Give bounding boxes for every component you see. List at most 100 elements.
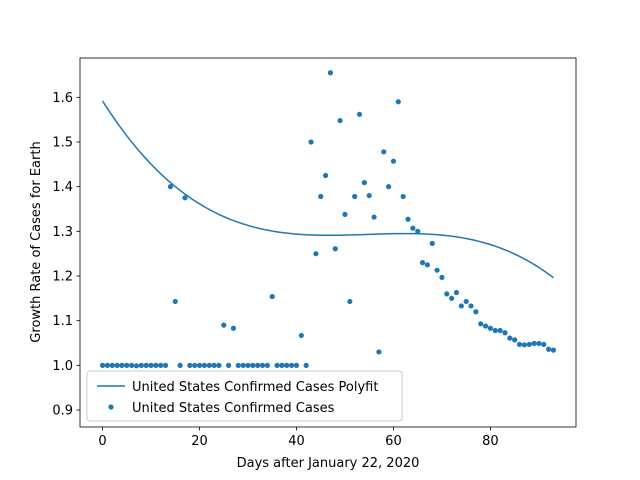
scatter-point	[187, 362, 193, 368]
scatter-point	[119, 362, 125, 368]
scatter-point	[541, 341, 547, 347]
scatter-point	[366, 192, 372, 199]
scatter-point	[405, 216, 411, 222]
x-axis-label: Days after January 22, 2020	[237, 456, 420, 471]
scatter-point	[182, 195, 188, 201]
y-tick-label: 1.2	[52, 270, 73, 285]
scatter-point	[279, 362, 285, 368]
scatter-point	[289, 362, 295, 368]
scatter-point	[478, 321, 484, 327]
scatter-point	[104, 362, 110, 368]
scatter-point	[449, 295, 455, 301]
scatter-point	[410, 225, 416, 231]
scatter-point	[264, 362, 270, 368]
legend-label-polyfit: United States Confirmed Cases Polyfit	[132, 380, 378, 395]
scatter-point	[424, 262, 430, 268]
legend-box	[86, 370, 403, 422]
scatter-point	[114, 362, 120, 368]
scatter-point	[361, 180, 367, 186]
x-tick-label: 40	[288, 434, 305, 449]
x-tick-label: 60	[385, 434, 402, 449]
scatter-point	[138, 362, 144, 368]
scatter-point	[386, 184, 392, 190]
scatter-point	[458, 303, 464, 309]
scatter-point	[148, 362, 154, 368]
scatter-point	[322, 172, 329, 179]
scatter-point	[531, 340, 537, 347]
axes-frame	[79, 57, 577, 428]
axes-layer: 0 20 40 60 80 0.9 1.0 1.1 1.2 1.3 1.4 1.5 1.6	[52, 57, 577, 449]
x-tick-label: 80	[482, 434, 499, 449]
scatter-point	[226, 362, 232, 368]
y-tick-label: 1.6	[52, 91, 73, 106]
scatter-point	[371, 214, 377, 220]
y-tick-label: 1.0	[52, 359, 73, 374]
y-tick-label: 1.1	[52, 314, 73, 329]
scatter-point	[497, 327, 503, 334]
scatter-point	[274, 362, 280, 368]
scatter-point	[177, 362, 183, 368]
scatter-point	[230, 325, 237, 331]
scatter-point	[521, 342, 527, 348]
scatter-point	[376, 349, 382, 355]
scatter-point	[255, 362, 261, 368]
scatter-point	[158, 362, 164, 368]
x-tick-label: 20	[191, 434, 208, 449]
scatter-point	[240, 362, 246, 368]
y-tick-label: 0.9	[52, 404, 73, 419]
scatter-point	[153, 362, 159, 368]
scatter-point	[269, 293, 275, 300]
scatter-point	[216, 362, 222, 368]
legend-point-swatch	[108, 404, 114, 410]
scatter-point	[415, 228, 421, 234]
x-tick-label: 0	[98, 434, 106, 449]
scatter-point	[356, 111, 363, 117]
scatter-point	[167, 184, 174, 190]
scatter-point	[337, 117, 343, 124]
scatter-point	[143, 362, 149, 368]
scatter-point	[327, 70, 334, 76]
scatter-point	[434, 267, 440, 273]
scatter-point	[429, 240, 435, 246]
scatter-point	[507, 335, 513, 341]
legend: United States Confirmed Cases Polyfit Uni…	[86, 370, 403, 422]
series-layer	[99, 70, 557, 369]
scatter-point	[250, 362, 256, 368]
scatter-point	[172, 298, 178, 305]
scatter-point	[318, 193, 324, 200]
y-axis-label: Growth Rate of Cases for Earth	[29, 141, 44, 342]
scatter-point	[313, 251, 319, 257]
scatter-point	[492, 327, 498, 334]
scatter-point	[468, 303, 474, 309]
scatter-point	[284, 362, 290, 368]
scatter-point	[99, 362, 106, 368]
scatter-point	[352, 193, 358, 200]
scatter-point	[473, 309, 479, 315]
y-tick-label: 1.3	[52, 225, 73, 240]
scatter-point	[512, 337, 518, 343]
scatter-point	[347, 298, 353, 305]
scatter-point	[221, 322, 227, 328]
scatter-point	[546, 346, 552, 352]
scatter-point	[303, 362, 309, 368]
scatter-point	[381, 149, 387, 155]
scatter-point	[206, 362, 212, 368]
scatter-point	[293, 362, 300, 368]
scatter-point	[482, 323, 489, 329]
scatter-point	[419, 260, 426, 266]
y-tick-label: 1.4	[52, 180, 73, 195]
polyfit-line	[101, 100, 554, 279]
scatter-point	[235, 362, 241, 368]
scatter-point	[516, 341, 523, 347]
y-tick-label: 1.5	[52, 135, 73, 150]
scatter-point	[444, 291, 450, 297]
scatter-point	[502, 330, 508, 336]
scatter-point	[133, 363, 140, 369]
scatter-point	[259, 362, 266, 368]
scatter-point	[192, 362, 198, 368]
scatter-point	[487, 325, 494, 331]
scatter-point	[550, 347, 557, 353]
scatter-point	[298, 332, 304, 339]
scatter-point	[109, 362, 115, 368]
